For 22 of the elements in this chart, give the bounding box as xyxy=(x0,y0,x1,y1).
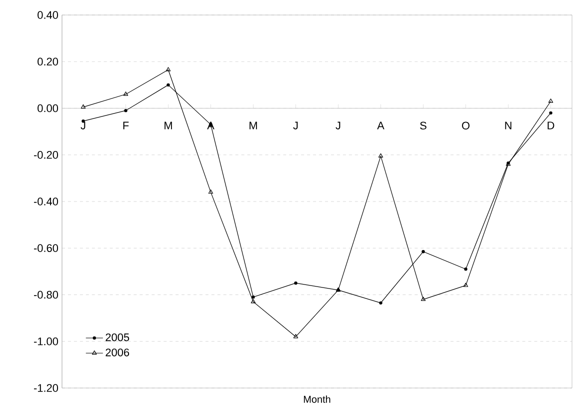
x-tick-label: J xyxy=(336,122,340,130)
y-tick-label: 0.00 xyxy=(38,104,58,112)
x-tick-label: S xyxy=(420,122,426,130)
x-tick-label: M xyxy=(250,122,257,130)
x-tick-label: J xyxy=(293,122,298,130)
x-tick-label: M xyxy=(164,122,172,130)
y-tick-label: -0.40 xyxy=(34,198,58,206)
x-axis-title: Month xyxy=(304,396,330,403)
y-tick-label: -0.80 xyxy=(34,290,58,299)
x-tick-label: O xyxy=(462,122,470,130)
y-tick-label: -1.00 xyxy=(34,338,58,346)
y-tick-label: 0.20 xyxy=(38,58,58,66)
y-tick-label: -0.20 xyxy=(34,151,58,159)
x-tick-label: D xyxy=(548,122,554,130)
y-tick-label: -1.20 xyxy=(34,384,58,392)
x-tick-label: F xyxy=(123,122,129,130)
legend-label: 2006 xyxy=(106,348,130,356)
y-tick-label: -0.60 xyxy=(34,244,58,252)
legend-label: 2005 xyxy=(106,333,130,342)
x-tick-label: N xyxy=(505,122,512,130)
y-tick-label: 0.40 xyxy=(38,11,58,19)
x-tick-label: A xyxy=(377,122,384,130)
